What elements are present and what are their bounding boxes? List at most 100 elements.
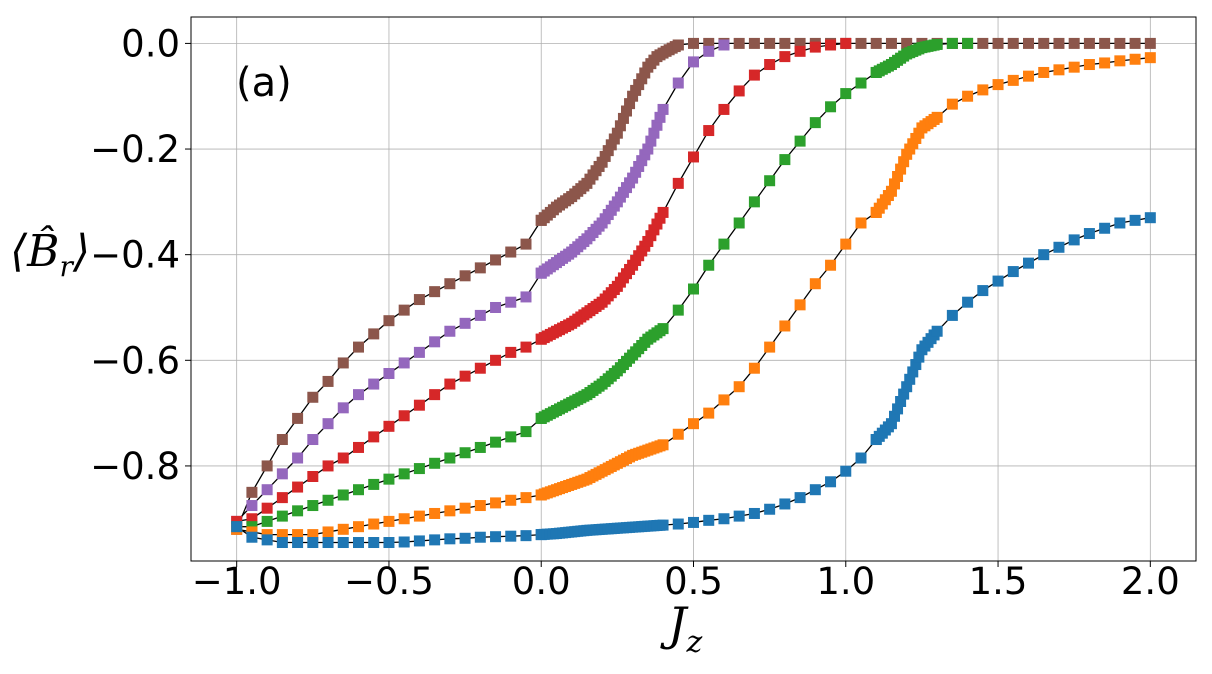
data-point-blue [505,530,517,542]
data-point-brown [627,90,639,102]
data-point-brown [633,79,645,91]
data-point-red [337,452,349,464]
data-point-green [809,117,821,129]
data-point-red [429,389,441,401]
data-point-orange [898,156,910,168]
data-point-brown [764,37,776,49]
data-point-brown [490,254,502,266]
data-point-orange [688,418,699,430]
data-point-purple [246,500,258,512]
data-point-orange [889,178,900,190]
data-point-red [307,471,319,482]
data-point-brown [733,37,745,49]
data-point-green [703,259,715,271]
data-point-blue [992,275,1004,287]
data-point-orange [992,79,1004,91]
data-point-orange [490,497,502,509]
data-point-brown [977,37,989,49]
data-point-red [383,420,395,432]
data-point-blue [794,492,806,504]
data-point-green [337,489,349,501]
y-tick-label: 0.0 [121,22,180,65]
data-point-blue [459,532,471,544]
x-axis-title-sub: z [685,625,702,660]
data-point-orange [672,428,684,440]
data-point-brown [368,328,380,340]
data-point-red [648,224,660,236]
data-point-purple [639,149,651,161]
data-point-orange [764,341,776,353]
data-point-red [654,212,666,224]
x-tick-label: 2.0 [1121,560,1180,603]
data-point-brown [703,37,715,49]
data-point-purple [636,155,648,167]
data-point-red [505,346,517,358]
data-point-purple [383,368,395,379]
data-point-brown [605,139,617,151]
data-point-blue [718,513,730,525]
data-point-blue [885,418,897,430]
data-point-brown [636,73,648,85]
data-point-blue [901,381,913,393]
data-point-purple [633,160,645,172]
data-point-orange [474,500,486,512]
data-point-purple [322,418,334,430]
data-point-orange [794,299,806,311]
data-point-purple [353,389,364,401]
data-point-red [748,69,760,81]
data-point-blue [490,531,502,543]
data-point-blue [946,309,958,321]
data-point-orange [1083,59,1095,71]
data-point-red [444,378,456,390]
data-point-purple [718,39,730,51]
data-point-red [764,59,776,71]
data-point-orange [292,529,304,541]
data-point-green [474,441,486,453]
data-point-brown [1144,37,1156,49]
data-point-purple [703,45,715,57]
data-point-green [764,175,776,187]
data-point-blue [672,518,684,530]
data-point-blue [429,534,441,546]
x-tick-label: −1.0 [192,560,282,603]
data-point-orange [825,259,837,271]
data-point-purple [429,336,441,348]
data-point-brown [870,37,882,49]
data-point-blue [764,503,776,515]
data-point-purple [307,434,319,446]
data-point-orange [733,381,745,393]
data-point-brown [621,105,632,117]
data-point-brown [779,37,791,49]
data-point-red [398,410,410,422]
data-point-red [703,125,715,137]
data-point-red [322,460,334,472]
data-point-orange [1053,64,1065,76]
data-point-green [444,452,456,464]
data-point-purple [276,468,288,480]
data-point-blue [913,351,925,363]
data-point-green [840,88,852,100]
series-markers [231,37,1156,549]
data-point-red [276,492,288,504]
data-point-orange [322,526,334,538]
x-tick-label: 1.5 [969,560,1028,603]
data-point-red [657,206,669,218]
data-point-brown [307,391,319,403]
data-point-red [246,513,258,525]
data-point-orange [962,90,974,102]
data-point-orange [946,98,958,110]
data-point-blue [840,465,852,477]
data-point-blue [307,537,319,549]
data-point-red [794,45,806,57]
data-point-blue [892,403,904,415]
x-tick-label: 0.0 [512,560,571,603]
data-point-blue [1007,266,1019,278]
data-point-green [413,463,425,475]
data-point-purple [459,317,471,329]
data-point-orange [368,518,380,530]
data-point-brown [444,278,456,290]
data-point-red [688,151,699,163]
data-point-brown [383,315,395,327]
data-point-blue [733,510,745,522]
